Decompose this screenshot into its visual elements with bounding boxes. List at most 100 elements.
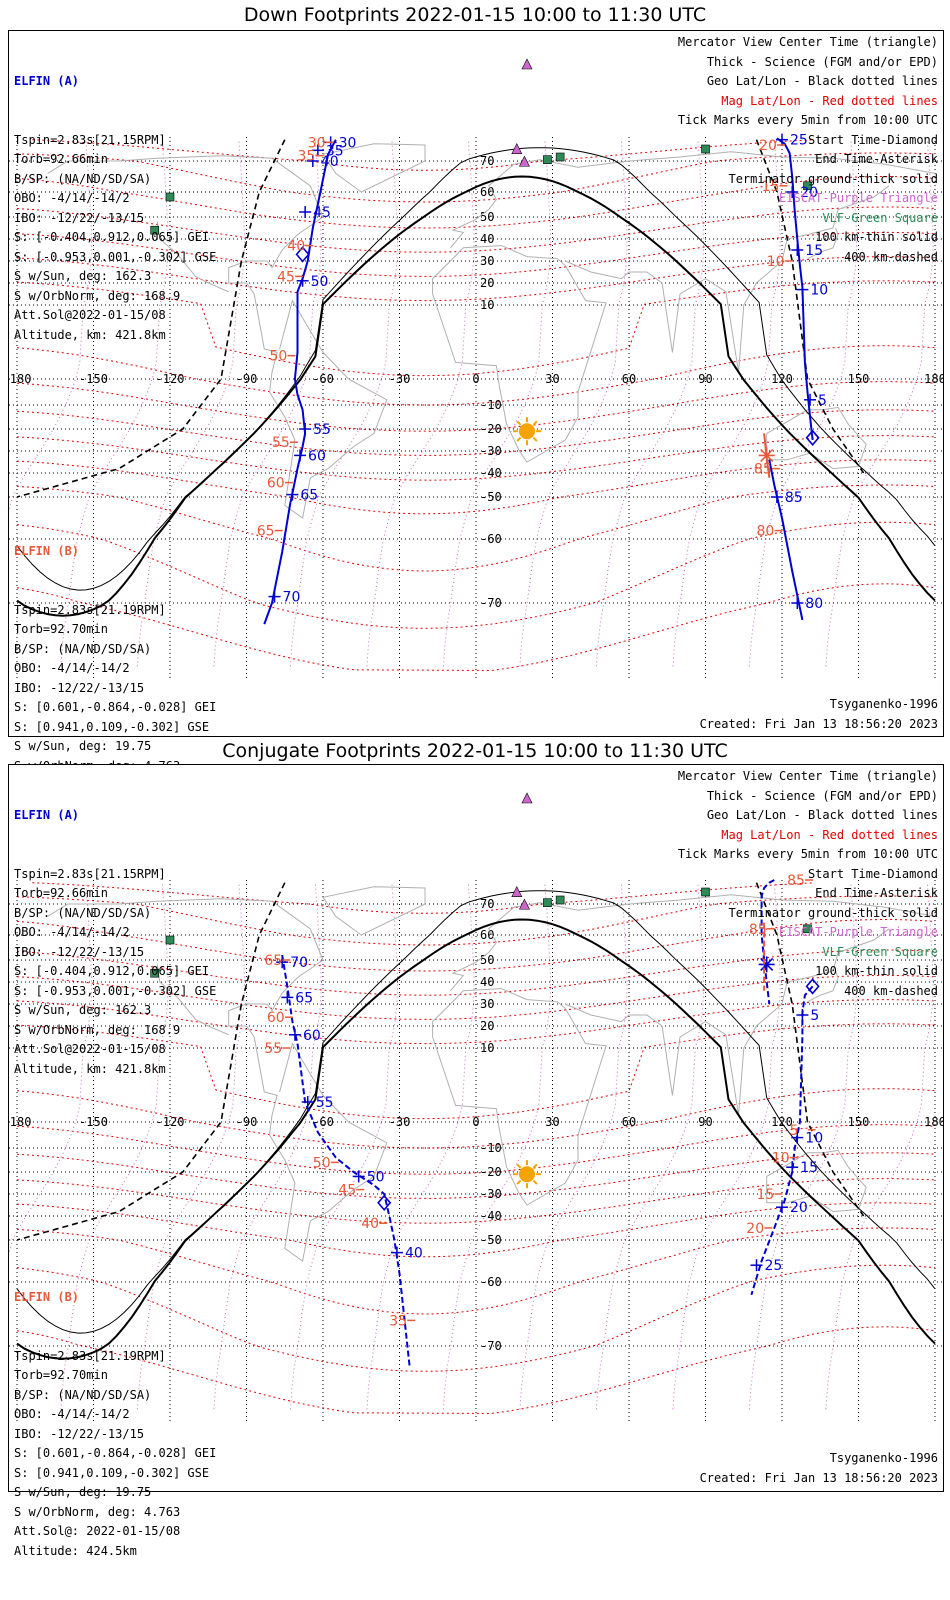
mag-lon-line [519, 883, 628, 1410]
elfin-b-tick-label: 10 [767, 254, 785, 270]
elfin-b-lines: Tspin=2.83s[21.19RPM] Torb=92.70min B/SP: … [14, 1347, 216, 1562]
legend-entry: Geo Lat/Lon - Black dotted lines [706, 808, 938, 822]
coastline [156, 221, 229, 293]
lon-tick-label: -180 [9, 372, 31, 386]
eiscat-triangle-icon [511, 885, 523, 897]
info-line: Altitude: 424.5km [14, 1543, 137, 1558]
legend-entry: Mercator View Center Time (triangle) [677, 769, 938, 783]
model-label: Tsyganenko-1996 [829, 697, 938, 711]
legend-entry: Mag Lat/Lon - Red dotted lines [721, 93, 938, 108]
elfin-b-south-track [750, 985, 814, 1296]
lon-tick-label: -30 [389, 1115, 411, 1129]
legend-entry: Thick - Science (FGM and/or EPD) [706, 788, 938, 803]
eiscat-triangle-icon [511, 142, 523, 154]
info-line: S w/Sun, deg: 19.75 [14, 1485, 152, 1499]
elfin-b-south-tick-label: 80 [805, 596, 823, 612]
coastline [766, 1149, 867, 1213]
vlf-square-icon [803, 181, 812, 191]
lon-tick-label: -90 [236, 1115, 258, 1129]
elfin-b-tick-label: 65 [257, 524, 275, 540]
mag-lat-line [16, 484, 936, 572]
elfin-b-tick-label: 5 [790, 1123, 799, 1139]
vlf-square-icon [803, 924, 812, 934]
panel-title-conjugate: Conjugate Footprints 2022-01-15 10:00 to… [222, 740, 728, 762]
lon-tick-label: 180 [924, 372, 943, 386]
elfin-a-tick-label: 55 [313, 422, 331, 438]
mag-lon-line [289, 140, 399, 667]
elfin-a-tick-label: 40 [405, 1246, 423, 1262]
info-line: B/SP: (NA/ND/SD/SA) [14, 641, 152, 656]
legend-entry: 100 km-thin solid [815, 230, 938, 244]
elfin-b-south-start-diamond-icon [805, 978, 820, 995]
elfin-a-track [281, 954, 411, 1368]
info-line: IBO: -12/22/-13/15 [14, 680, 145, 695]
legend-entry: VLF-Green Square [822, 944, 938, 959]
info-line: B/SP: (NA/ND/SD/SA) [14, 905, 152, 920]
elfin-a-lines: Tspin=2.83s[21.15RPM] Torb=92.66min B/SP: … [14, 865, 216, 1080]
lon-tick-label: -90 [236, 372, 258, 386]
elfin-b-tick-label: 35 [298, 149, 316, 165]
lat-tick-label: 40 [480, 232, 494, 246]
elfin-b-tick-label: 20 [746, 1221, 764, 1237]
map-legend: Mercator View Center Time (triangle) Thic… [678, 767, 938, 1001]
mag-lat-line [16, 949, 936, 996]
sun-ray [532, 420, 538, 426]
coastline [47, 155, 388, 519]
legend-entry: 100 km-thin solid [815, 964, 938, 978]
lon-tick-label: 150 [848, 1115, 870, 1129]
info-line: B/SP: (NA/ND/SD/SA) [14, 171, 152, 186]
info-line: Altitude, km: 421.8km [14, 1061, 166, 1076]
mag-lat-line [16, 381, 936, 432]
vlf-square-icon [555, 895, 565, 905]
info-line: B/SP: (NA/ND/SD/SA) [14, 1387, 152, 1402]
legend-entry: EISCAT-Purple Triangle [779, 925, 938, 939]
elfin-a-east-tick-label: 15 [805, 243, 823, 259]
elfin-a-east-tick-label: 20 [800, 185, 818, 201]
elfin-b-tick-label: 85 [787, 873, 805, 889]
info-line: S w/OrbNorm, deg: 168.9 [14, 288, 181, 303]
lon-tick-label: -60 [312, 1115, 334, 1129]
lon-tick-label: -180 [9, 1115, 31, 1129]
elfin-b-south-tick-label: 10 [805, 1131, 823, 1147]
elfin-b-tick-label: 20 [759, 138, 777, 154]
conjugate-footprints-map: -180 -150 -120 -90 -60 -30 0 30 60 90 120 150 180 70 6… [9, 792, 943, 1422]
created-label: Created: Fri Jan 13 18:56:20 2023 [699, 1471, 938, 1485]
view-center-triangle-icon [521, 792, 533, 804]
coastline [565, 928, 890, 1116]
mag-lat-line [16, 583, 936, 672]
elfin-b-tick-label: 80 [757, 524, 775, 540]
elfin-b-south-tick-label: 20 [790, 1200, 808, 1216]
coastline [766, 406, 867, 470]
lat-tick-label: -60 [480, 1275, 502, 1289]
info-line: S w/Sun, deg: 162.3 [14, 269, 152, 283]
legend-entry: Geo Lat/Lon - Black dotted lines [706, 74, 938, 88]
lat-tick-label: 50 [480, 953, 494, 967]
coastline [450, 894, 936, 992]
elfin-a-tick-label: 50 [367, 1169, 385, 1185]
elfin-a-east-tick-label: 10 [810, 283, 828, 299]
terminator-400km [755, 882, 865, 1217]
info-line: Altitude, km: 421.8km [14, 327, 166, 342]
sun-ray [532, 436, 538, 442]
legend-entry: 400 km-dashed [844, 249, 938, 264]
vlf-square-icon [701, 144, 710, 154]
vlf-square-icon [543, 155, 552, 164]
coastline [156, 964, 229, 1036]
lat-tick-label: 10 [480, 298, 494, 312]
info-line: S: [-0.953,0.001,-0.302] GSE [14, 983, 217, 998]
info-line: Tspin=2.83s[21.19RPM] [14, 1348, 166, 1363]
elfin-a-tick-label: 40 [321, 154, 339, 170]
info-line: S w/OrbNorm, deg: 4.763 [14, 1504, 181, 1519]
lat-tick-label: 70 [480, 154, 494, 168]
mag-lat-line [16, 974, 936, 1020]
sun-ray [516, 1179, 522, 1185]
elfin-a-east-track [776, 137, 814, 441]
terminator-100km [16, 890, 936, 1334]
elfin-a-tick-label: 65 [300, 488, 318, 504]
elfin-b-info: ELFIN (B) Tspin=2.83s[21.19RPM] Torb=92.7… [14, 1249, 216, 1600]
sun-ray [532, 1179, 538, 1185]
legend-entry: Thick - Science (FGM and/or EPD) [706, 54, 938, 69]
info-line: Tspin=2.83s[21.15RPM] [14, 866, 166, 881]
lat-tick-label: 40 [480, 975, 494, 989]
elfin-b-east-end-asterisk-icon [760, 448, 774, 462]
